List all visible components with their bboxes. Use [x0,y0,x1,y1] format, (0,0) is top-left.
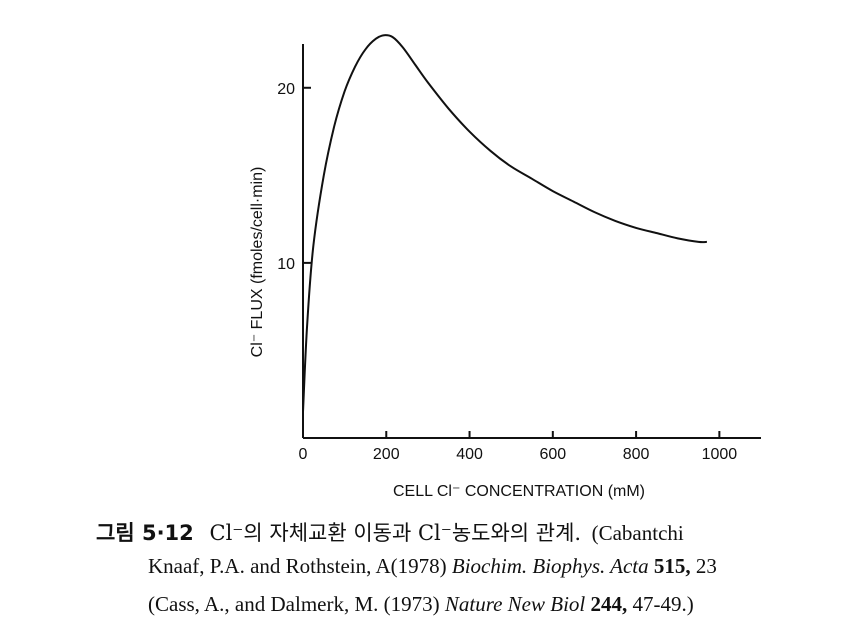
x-tick-label-0: 0 [299,446,308,463]
caption-ref-2-authors: Knaaf, P.A. and Rothstein, A(1978) [148,554,447,578]
caption-title: Cl⁻의 자체교환 이동과 Cl⁻농도와의 관계. [209,521,582,545]
figure-number: 그림 5·12 [96,521,194,545]
x-tick-label-1000: 1000 [702,446,738,463]
caption-line-2: Knaaf, P.A. and Rothstein, A(1978) Bioch… [148,554,859,579]
caption-ref-3-journal: Nature New Biol [444,592,586,616]
y-tick-label-20: 20 [277,81,295,98]
y-axis-title: Cl⁻ FLUX (fmoles/cell·min) [249,167,266,358]
caption-line-1: 그림 5·12 Cl⁻의 자체교환 이동과 Cl⁻농도와의 관계. (Caban… [96,517,859,547]
caption-line-3: (Cass, A., and Dalmerk, M. (1973) Nature… [148,592,859,617]
caption-ref-3-volume: 244, [590,592,628,616]
x-tick-label-600: 600 [539,446,566,463]
x-tick-label-200: 200 [373,446,400,463]
caption-ref-2-volume: 515, [653,554,691,578]
caption-ref-2-journal: Biochim. Biophys. Acta [451,554,649,578]
chart: 0 200 400 600 800 1000 10 20 CELL Cl⁻ CONCENTRA… [249,34,761,500]
axes [302,44,761,439]
x-axis-title: CELL Cl⁻ CONCENTRATION (mM) [393,483,645,500]
caption-ref-1: (Cabantchi [591,521,684,545]
caption-ref-3-authors: (Cass, A., and Dalmerk, M. (1973) [148,592,440,616]
ticks: 0 200 400 600 800 1000 10 20 [277,81,737,463]
x-tick-label-400: 400 [456,446,483,463]
caption-ref-2-pages: 23 [695,554,717,578]
x-tick-label-800: 800 [623,446,650,463]
flux-curve [302,34,707,412]
y-tick-label-10: 10 [277,256,295,273]
caption-ref-3-pages: 47-49.) [632,592,694,616]
